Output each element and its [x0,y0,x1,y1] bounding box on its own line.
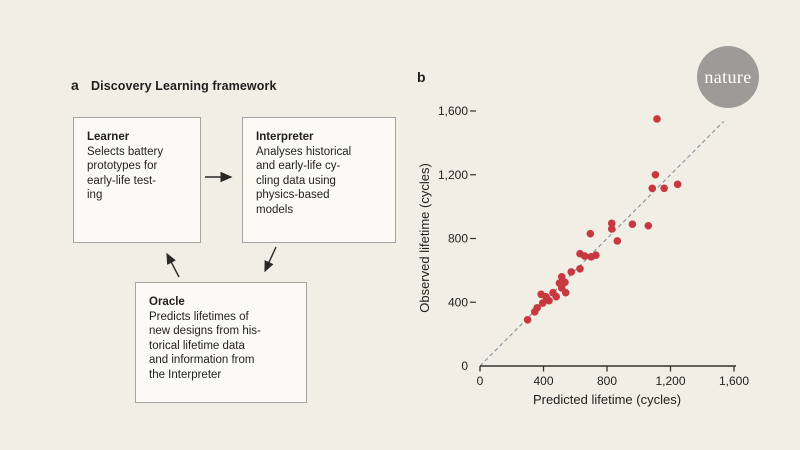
data-point [576,264,584,273]
x-tick-label: 0 [477,374,484,388]
arrow-interpreter-to-oracle [264,246,277,273]
data-point [660,184,668,193]
data-point [552,292,560,301]
data-point [538,299,547,307]
arrow-oracle-to-learner [166,252,180,278]
oracle-box: Oracle Predicts lifetimes of new designs… [135,282,307,403]
panel-a-label: a [71,77,79,93]
x-tick-label: 400 [533,374,553,388]
data-point [561,288,570,297]
data-point [586,229,595,238]
nature-logo: nature [697,46,759,108]
data-point [523,315,532,324]
interpreter-box: Interpreter Analyses historical and earl… [242,117,396,243]
interpreter-box-body: Analyses historical and early-life cy- c… [256,145,352,216]
x-tick-label: 1,200 [655,374,685,388]
data-point [648,184,657,193]
data-point [607,225,616,233]
data-point [651,170,660,179]
data-point [613,237,622,245]
data-point [653,115,661,123]
scatter-plot: 0 400 800 1,200 1,600 0 400 800 1,200 1,600 Predic… [417,104,749,407]
learner-box-body: Selects battery prototypes for early-lif… [87,145,164,202]
oracle-box-body: Predicts lifetimes of new designs from h… [149,310,261,381]
interpreter-box-heading: Interpreter [256,131,314,143]
y-axis-title: Observed lifetime (cycles) [417,163,432,313]
learner-box-heading: Learner [87,131,130,143]
x-tick-label: 800 [597,374,617,388]
data-point [557,272,566,281]
data-point [592,251,600,260]
y-tick-label: 0 [461,359,468,373]
data-point [644,221,653,230]
panel-b-label: b [417,69,426,85]
identity-line [479,120,725,367]
x-axis-title: Predicted lifetime (cycles) [533,392,681,407]
data-point [533,304,541,312]
data-point [545,296,553,305]
data-point [673,180,682,189]
panel-a-title: Discovery Learning framework [91,79,277,93]
oracle-box-heading: Oracle [149,296,185,308]
y-tick-label: 1,200 [438,168,468,182]
x-tick-label: 1,600 [719,374,749,388]
data-point [567,268,576,276]
learner-box: Learner Selects battery prototypes for e… [73,117,201,243]
y-tick-label: 400 [448,295,468,309]
y-tick-label: 800 [448,232,468,246]
nature-logo-text: nature [704,66,752,87]
data-point [607,219,616,228]
data-point [628,220,637,228]
data-point [580,252,589,260]
data-point [561,278,569,287]
y-tick-label: 1,600 [438,104,468,118]
